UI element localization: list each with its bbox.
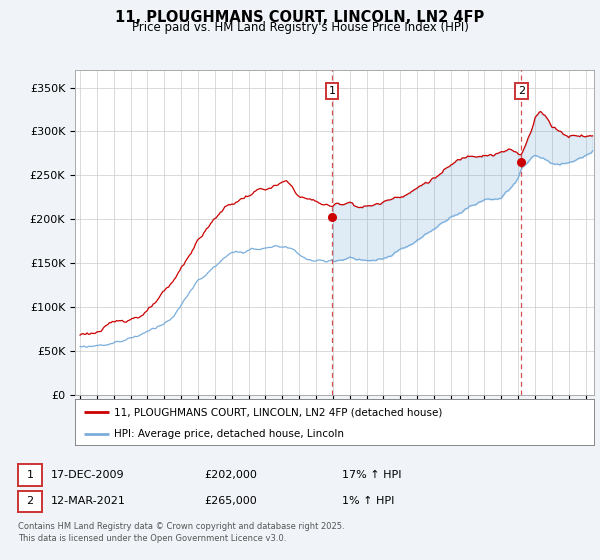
Text: 17% ↑ HPI: 17% ↑ HPI: [342, 470, 401, 480]
Text: 11, PLOUGHMANS COURT, LINCOLN, LN2 4FP: 11, PLOUGHMANS COURT, LINCOLN, LN2 4FP: [115, 10, 485, 25]
Text: 11, PLOUGHMANS COURT, LINCOLN, LN2 4FP (detached house): 11, PLOUGHMANS COURT, LINCOLN, LN2 4FP (…: [114, 407, 442, 417]
Text: Contains HM Land Registry data © Crown copyright and database right 2025.: Contains HM Land Registry data © Crown c…: [18, 522, 344, 531]
Text: Price paid vs. HM Land Registry's House Price Index (HPI): Price paid vs. HM Land Registry's House …: [131, 21, 469, 34]
Text: 17-DEC-2009: 17-DEC-2009: [51, 470, 125, 480]
Text: 12-MAR-2021: 12-MAR-2021: [51, 496, 126, 506]
Text: 1: 1: [26, 470, 34, 480]
Text: HPI: Average price, detached house, Lincoln: HPI: Average price, detached house, Linc…: [114, 429, 344, 438]
Text: 2: 2: [518, 86, 525, 96]
Text: 2: 2: [26, 496, 34, 506]
Text: £265,000: £265,000: [204, 496, 257, 506]
Text: This data is licensed under the Open Government Licence v3.0.: This data is licensed under the Open Gov…: [18, 534, 286, 543]
Text: 1: 1: [329, 86, 335, 96]
Text: 1% ↑ HPI: 1% ↑ HPI: [342, 496, 394, 506]
Text: £202,000: £202,000: [204, 470, 257, 480]
